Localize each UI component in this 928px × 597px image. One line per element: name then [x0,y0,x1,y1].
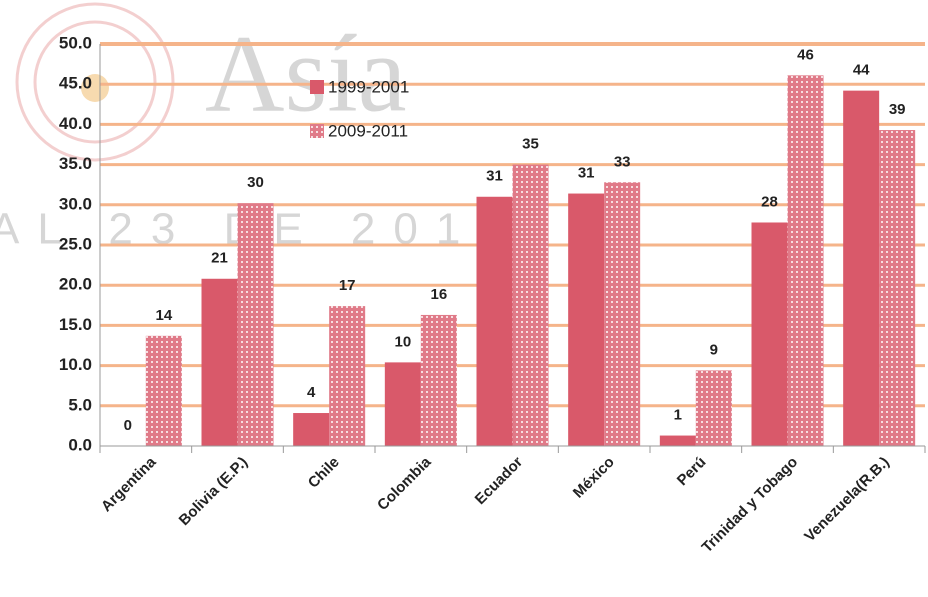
y-tick-label: 25.0 [59,234,92,253]
y-tick-label: 30.0 [59,194,92,213]
x-tick-label: Colombia [374,453,435,514]
bar [512,164,549,446]
value-label: 46 [797,46,814,63]
bar [329,306,366,446]
value-label: 16 [430,286,447,303]
value-label: 30 [247,174,264,191]
value-label: 9 [710,341,718,358]
bar [604,182,641,446]
value-label: 1 [674,407,682,424]
value-label: 39 [889,101,906,118]
bar [384,362,421,446]
value-label: 21 [211,250,228,267]
x-tick-label: Chile [305,454,343,492]
bar [695,370,732,446]
y-tick-label: 35.0 [59,154,92,173]
bar [237,203,274,446]
bar [751,222,788,446]
y-tick-label: 15.0 [59,315,92,334]
value-label: 0 [124,417,132,434]
bar [787,75,824,446]
legend-label: 1999-2001 [328,77,409,96]
y-tick-label: 20.0 [59,275,92,294]
value-label: 4 [307,384,316,401]
x-tick-label: Venezuela(R.B.) [801,454,893,546]
bar [879,130,916,446]
value-label: 35 [522,136,539,153]
value-label: 33 [614,153,631,170]
value-label: 44 [853,62,870,79]
bar [420,314,457,446]
bar [659,435,696,446]
value-label: 28 [761,193,778,210]
value-label: 31 [486,168,503,185]
x-tick-label: Perú [674,454,710,490]
y-tick-label: 45.0 [59,74,92,93]
bar [843,90,880,446]
x-tick-label: Ecuador [472,453,527,508]
y-tick-label: 5.0 [68,395,92,414]
y-tick-label: 10.0 [59,355,92,374]
x-tick-label: México [570,454,618,502]
watermark-logo: Asía [205,12,407,134]
y-tick-label: 50.0 [59,33,92,52]
bar [293,413,330,446]
bar [145,335,182,446]
x-tick-label: Argentina [98,453,160,515]
value-label: 17 [339,277,356,294]
y-tick-label: 40.0 [59,114,92,133]
bar [568,193,605,446]
x-tick-label: Bolivia (E.P.) [176,454,251,529]
bar [201,278,238,446]
legend-swatch [310,124,324,138]
legend-label: 2009-2011 [328,121,408,140]
y-tick-label: 0.0 [68,435,92,454]
value-label: 31 [578,165,595,182]
legend-swatch [310,80,324,94]
x-tick-label: Trinidad y Tobago [699,454,802,557]
bar [476,196,513,446]
value-label: 14 [155,307,172,324]
value-label: 10 [394,333,411,350]
